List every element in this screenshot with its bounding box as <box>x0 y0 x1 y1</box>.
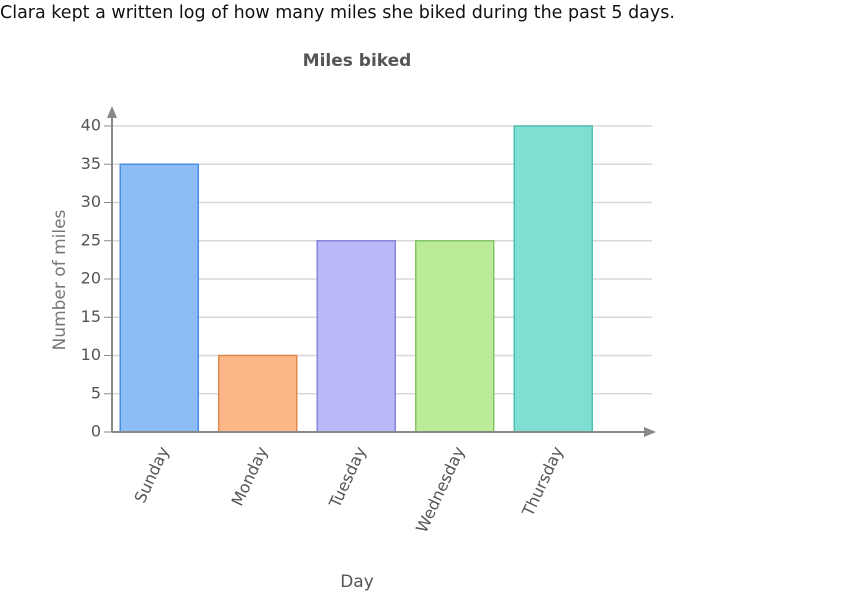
bar <box>218 354 298 433</box>
bar <box>415 240 495 433</box>
y-tick-label: 25 <box>81 230 101 249</box>
x-tick-label: Tuesday <box>325 444 370 512</box>
y-tick-label: 35 <box>81 154 101 173</box>
y-tick-label: 20 <box>81 269 101 288</box>
y-axis-arrow <box>107 106 117 118</box>
x-tick-label: Sunday <box>130 444 173 506</box>
x-tick-label: Monday <box>228 444 272 509</box>
y-tick-label: 15 <box>81 307 101 326</box>
bar <box>316 240 396 433</box>
chart-title: Miles biked <box>303 51 412 71</box>
x-tick-label: Thursday <box>518 444 567 520</box>
y-axis-label: Number of miles <box>50 209 70 350</box>
x-tick-label: Wednesday <box>412 444 468 536</box>
x-axis-arrow <box>644 427 656 437</box>
y-tick-label: 30 <box>81 192 101 211</box>
bar <box>119 163 199 433</box>
bars <box>119 125 593 433</box>
y-tick-label: 5 <box>91 383 101 402</box>
bar <box>513 125 593 433</box>
y-tick-label: 0 <box>91 422 101 441</box>
y-tick-label: 10 <box>81 345 101 364</box>
y-tick-label: 40 <box>81 116 101 135</box>
x-axis-label: Day <box>340 572 374 592</box>
prompt: Clara kept a written log of how many mil… <box>0 3 675 23</box>
